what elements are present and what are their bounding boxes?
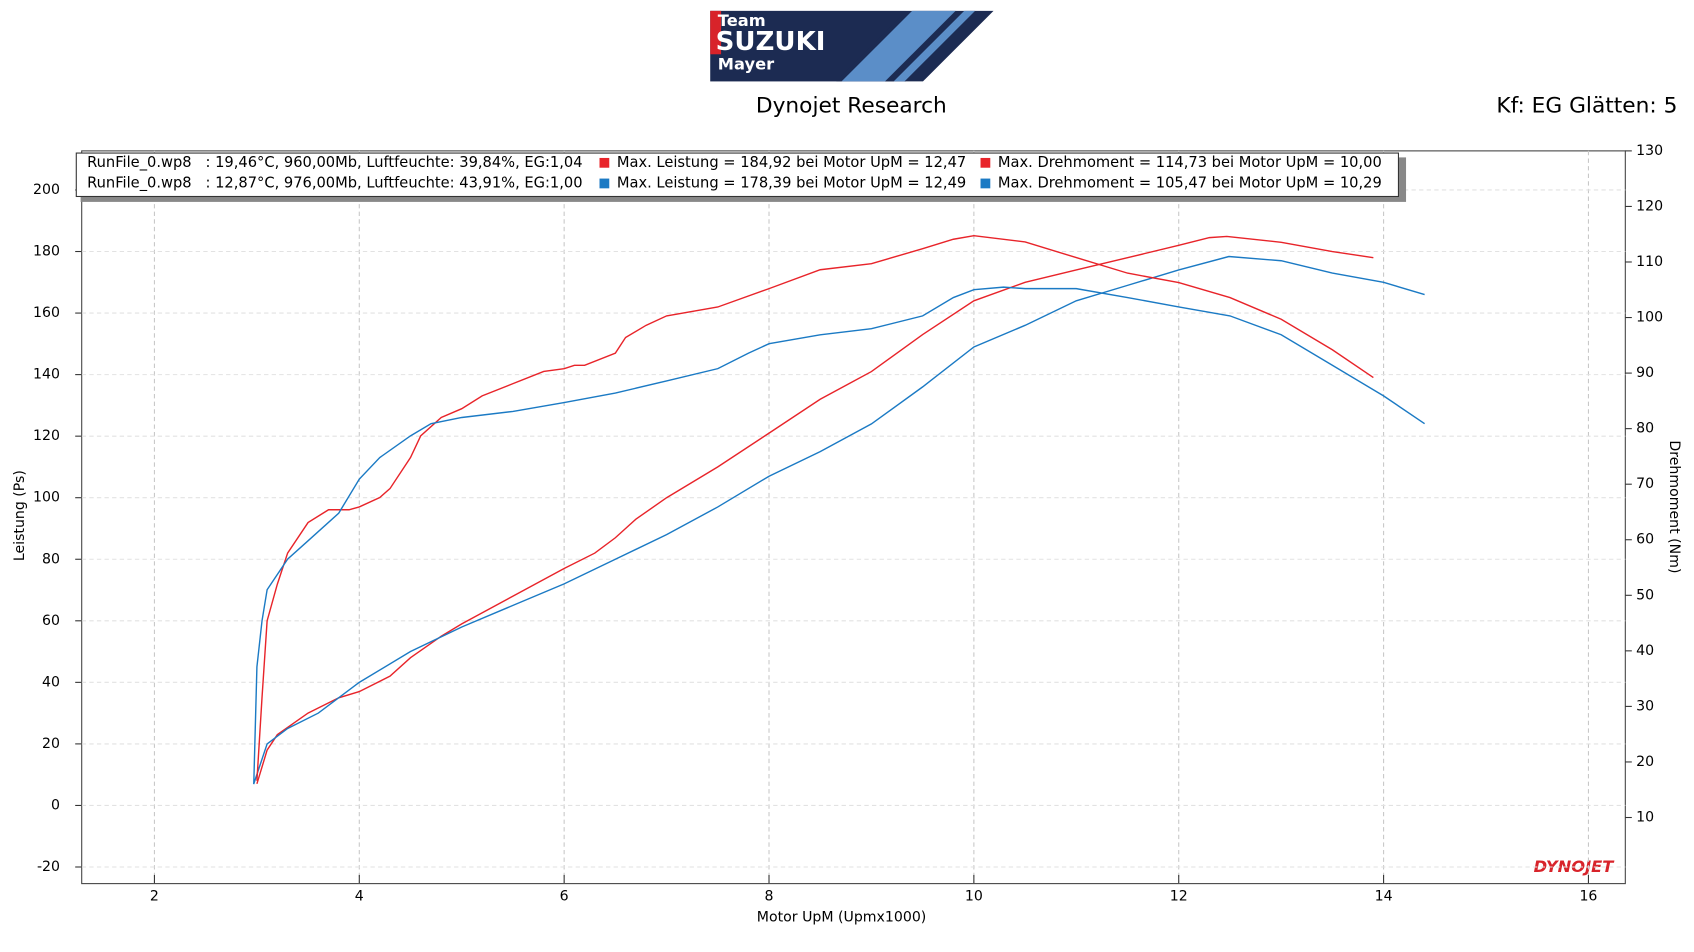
line (253, 286, 1426, 785)
legend-swatch (980, 178, 991, 189)
legend: RunFile_0.wp8 : 19,46°C, 960,00Mb, Luftf… (75, 152, 1407, 202)
y-tick-label: 20 (42, 736, 60, 752)
y2-tick-label: 80 (1636, 421, 1654, 437)
y2-tick-label: 120 (1636, 198, 1663, 214)
y-tick-label: 120 (33, 428, 60, 444)
y2-tick-label: 100 (1636, 310, 1663, 326)
y-tick-label: 200 (33, 182, 60, 198)
x-tick-label: 14 (1375, 889, 1393, 905)
legend-swatch (599, 157, 610, 168)
legend-label: Max. Leistung = 184,92 bei Motor UpM = 1… (617, 154, 966, 171)
legend-file: RunFile_0.wp8 : 12,87°C, 976,00Mb, Luftf… (87, 174, 582, 191)
logo-text: Team (718, 11, 766, 30)
y2-tick-label: 10 (1636, 810, 1654, 826)
legend-swatch (980, 157, 991, 168)
logo-stripe (893, 10, 976, 82)
y2-tick-label: 110 (1636, 254, 1663, 270)
legend-swatch (599, 178, 610, 189)
x-tick-label: 12 (1170, 889, 1188, 905)
y-tick-label: 60 (42, 613, 60, 629)
y-tick-label: 80 (42, 551, 60, 567)
chart-subtitle: Kf: EG Glätten: 5 (1496, 93, 1677, 118)
x-tick-label: 10 (965, 889, 983, 905)
y2-tick-label: 90 (1636, 365, 1654, 381)
legend-label: Max. Drehmoment = 105,47 bei Motor UpM =… (998, 174, 1382, 191)
line (256, 234, 1374, 781)
x-tick-label: 8 (765, 889, 774, 905)
brand: DYNOJET (1534, 857, 1616, 876)
logo: Team SUZUKI Mayer (710, 10, 994, 82)
x-axis-title: Motor UpM (Upmx1000) (757, 909, 927, 925)
y-axis-title: Leistung (Ps) (12, 470, 28, 561)
chart-title: Dynojet Research (756, 93, 947, 118)
x-tick-label: 2 (150, 889, 159, 905)
legend-file: RunFile_0.wp8 : 19,46°C, 960,00Mb, Luftf… (87, 154, 582, 171)
logo-stripe (841, 10, 956, 82)
y-tick-label: 160 (33, 305, 60, 321)
logo-text: SUZUKI (716, 27, 826, 57)
logo-text: Mayer (718, 55, 774, 74)
y2-tick-label: 40 (1636, 643, 1654, 659)
plot-area (81, 150, 1626, 885)
y-tick-label: -20 (37, 859, 60, 875)
logo-red (710, 10, 722, 55)
y-tick-label: 100 (33, 490, 60, 506)
y2-tick-label: 130 (1636, 143, 1663, 159)
x-tick-label: 16 (1579, 889, 1597, 905)
line (256, 235, 1374, 785)
y2-tick-label: 70 (1636, 476, 1654, 492)
y2-tick-label: 30 (1636, 698, 1654, 714)
y2-axis-title: Drehmoment (Nm) (1666, 440, 1682, 573)
y-tick-label: 0 (51, 797, 60, 813)
y-tick-label: 180 (33, 244, 60, 260)
y-tick-label: 40 (42, 674, 60, 690)
y2-tick-label: 50 (1636, 587, 1654, 603)
legend-label: Max. Leistung = 178,39 bei Motor UpM = 1… (617, 174, 966, 191)
legend-box (75, 152, 1399, 198)
legend-label: Max. Drehmoment = 114,73 bei Motor UpM =… (998, 154, 1382, 171)
x-tick-label: 6 (560, 889, 569, 905)
y2-tick-label: 60 (1636, 532, 1654, 548)
line (253, 255, 1425, 785)
x-tick-label: 4 (355, 889, 364, 905)
y2-tick-label: 20 (1636, 754, 1654, 770)
y-tick-label: 140 (33, 367, 60, 383)
